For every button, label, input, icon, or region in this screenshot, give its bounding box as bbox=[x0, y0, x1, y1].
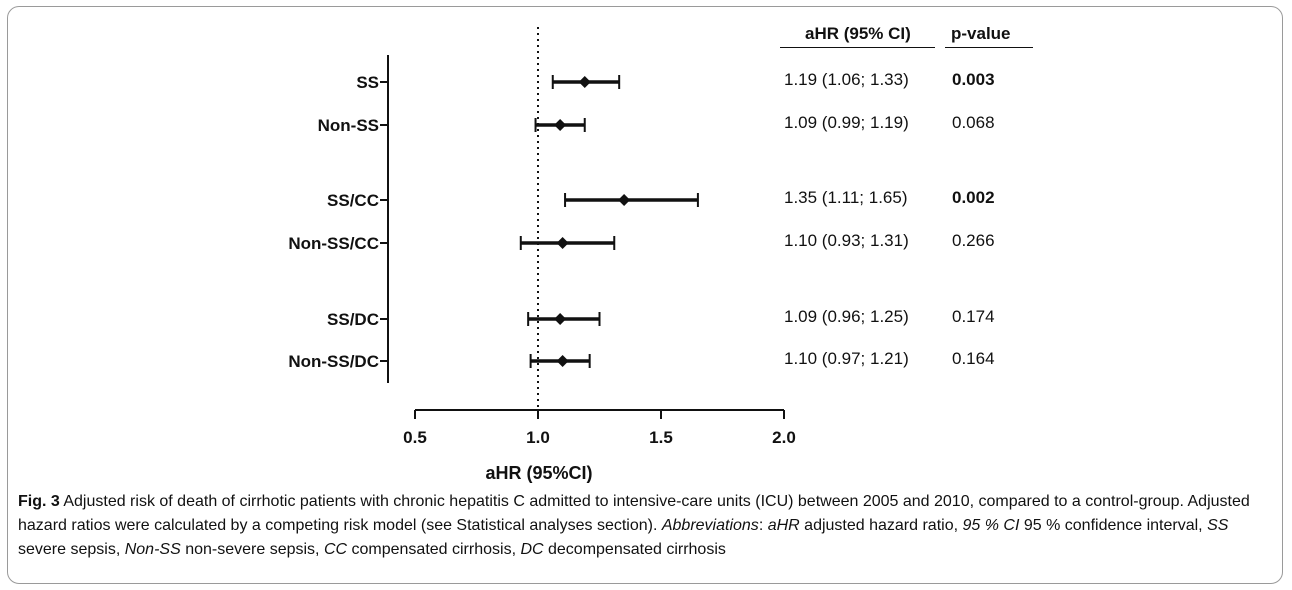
row-label: Non-SS bbox=[318, 116, 379, 135]
caption-abbrev-term: CC bbox=[323, 541, 348, 558]
row-pvalue: 0.266 bbox=[952, 231, 995, 250]
hr-point bbox=[578, 76, 591, 88]
row-pvalue: 0.068 bbox=[952, 113, 995, 132]
forest-plot: 0.5 1.0 1.5 2.0 aHR (95%CI) SS Non-SS SS/CC Non-… bbox=[288, 27, 796, 483]
x-tick-label: 1.0 bbox=[526, 428, 550, 447]
figure-frame bbox=[7, 6, 1283, 584]
pvalue-column-header: p-value bbox=[951, 24, 1011, 43]
x-tick-label: 2.0 bbox=[772, 428, 796, 447]
row-label: SS/DC bbox=[327, 310, 379, 329]
caption-abbrev-def: 95 % confidence interval, bbox=[1019, 517, 1208, 534]
row-pvalue: 0.174 bbox=[952, 307, 995, 326]
row-ci-text: 1.35 (1.11; 1.65) bbox=[784, 188, 908, 207]
hr-point bbox=[618, 194, 631, 206]
caption-main-text: Adjusted risk of death of cirrhotic pati… bbox=[18, 493, 1250, 534]
hr-point bbox=[554, 313, 567, 325]
caption-fig-label: Fig. 3 bbox=[18, 493, 60, 510]
row-pvalue: 0.164 bbox=[952, 349, 995, 368]
caption-abbrev-term: Non-SS bbox=[124, 541, 181, 558]
figure-caption: Fig. 3 Adjusted risk of death of cirrhot… bbox=[18, 490, 1274, 562]
ahr-column-header: aHR (95% CI) bbox=[805, 24, 911, 43]
row-label: Non-SS/DC bbox=[288, 352, 379, 371]
caption-abbrev-def: non-severe sepsis, bbox=[180, 541, 324, 558]
caption-abbrev-def: compensated cirrhosis, bbox=[347, 541, 521, 558]
row-label: SS bbox=[356, 73, 379, 92]
row-ci-text: 1.10 (0.93; 1.31) bbox=[784, 231, 909, 250]
hr-point bbox=[554, 119, 567, 131]
caption-abbrev-list: aHR adjusted hazard ratio, 95 % CI 95 % … bbox=[18, 517, 1228, 558]
row-ci-text: 1.09 (0.99; 1.19) bbox=[784, 113, 909, 132]
caption-abbrev-def: adjusted hazard ratio, bbox=[799, 517, 963, 534]
caption-abbrev-term: aHR bbox=[767, 517, 800, 534]
caption-colon: : bbox=[758, 517, 768, 534]
caption-abbrev-word: Abbreviations bbox=[661, 517, 759, 534]
row-label: SS/CC bbox=[327, 191, 379, 210]
row-label: Non-SS/CC bbox=[288, 234, 379, 253]
row-ci-text: 1.19 (1.06; 1.33) bbox=[784, 70, 909, 89]
row-ci-text: 1.09 (0.96; 1.25) bbox=[784, 307, 909, 326]
hr-point bbox=[556, 355, 569, 367]
caption-abbrev-term: DC bbox=[520, 541, 544, 558]
row-pvalue: 0.003 bbox=[952, 70, 995, 89]
hr-point bbox=[556, 237, 569, 249]
x-tick-label: 0.5 bbox=[403, 428, 427, 447]
x-axis-title: aHR (95%CI) bbox=[485, 463, 592, 483]
row-ci-text: 1.10 (0.97; 1.21) bbox=[784, 349, 909, 368]
ahr-header-underline bbox=[780, 47, 935, 48]
caption-abbrev-def: severe sepsis, bbox=[18, 541, 125, 558]
x-tick-label: 1.5 bbox=[649, 428, 673, 447]
pvalue-header-underline bbox=[945, 47, 1033, 48]
caption-abbrev-def: decompensated cirrhosis bbox=[543, 541, 726, 558]
row-pvalue: 0.002 bbox=[952, 188, 995, 207]
caption-abbrev-term: 95 % CI bbox=[962, 517, 1020, 534]
caption-abbrev-term: SS bbox=[1207, 517, 1229, 534]
